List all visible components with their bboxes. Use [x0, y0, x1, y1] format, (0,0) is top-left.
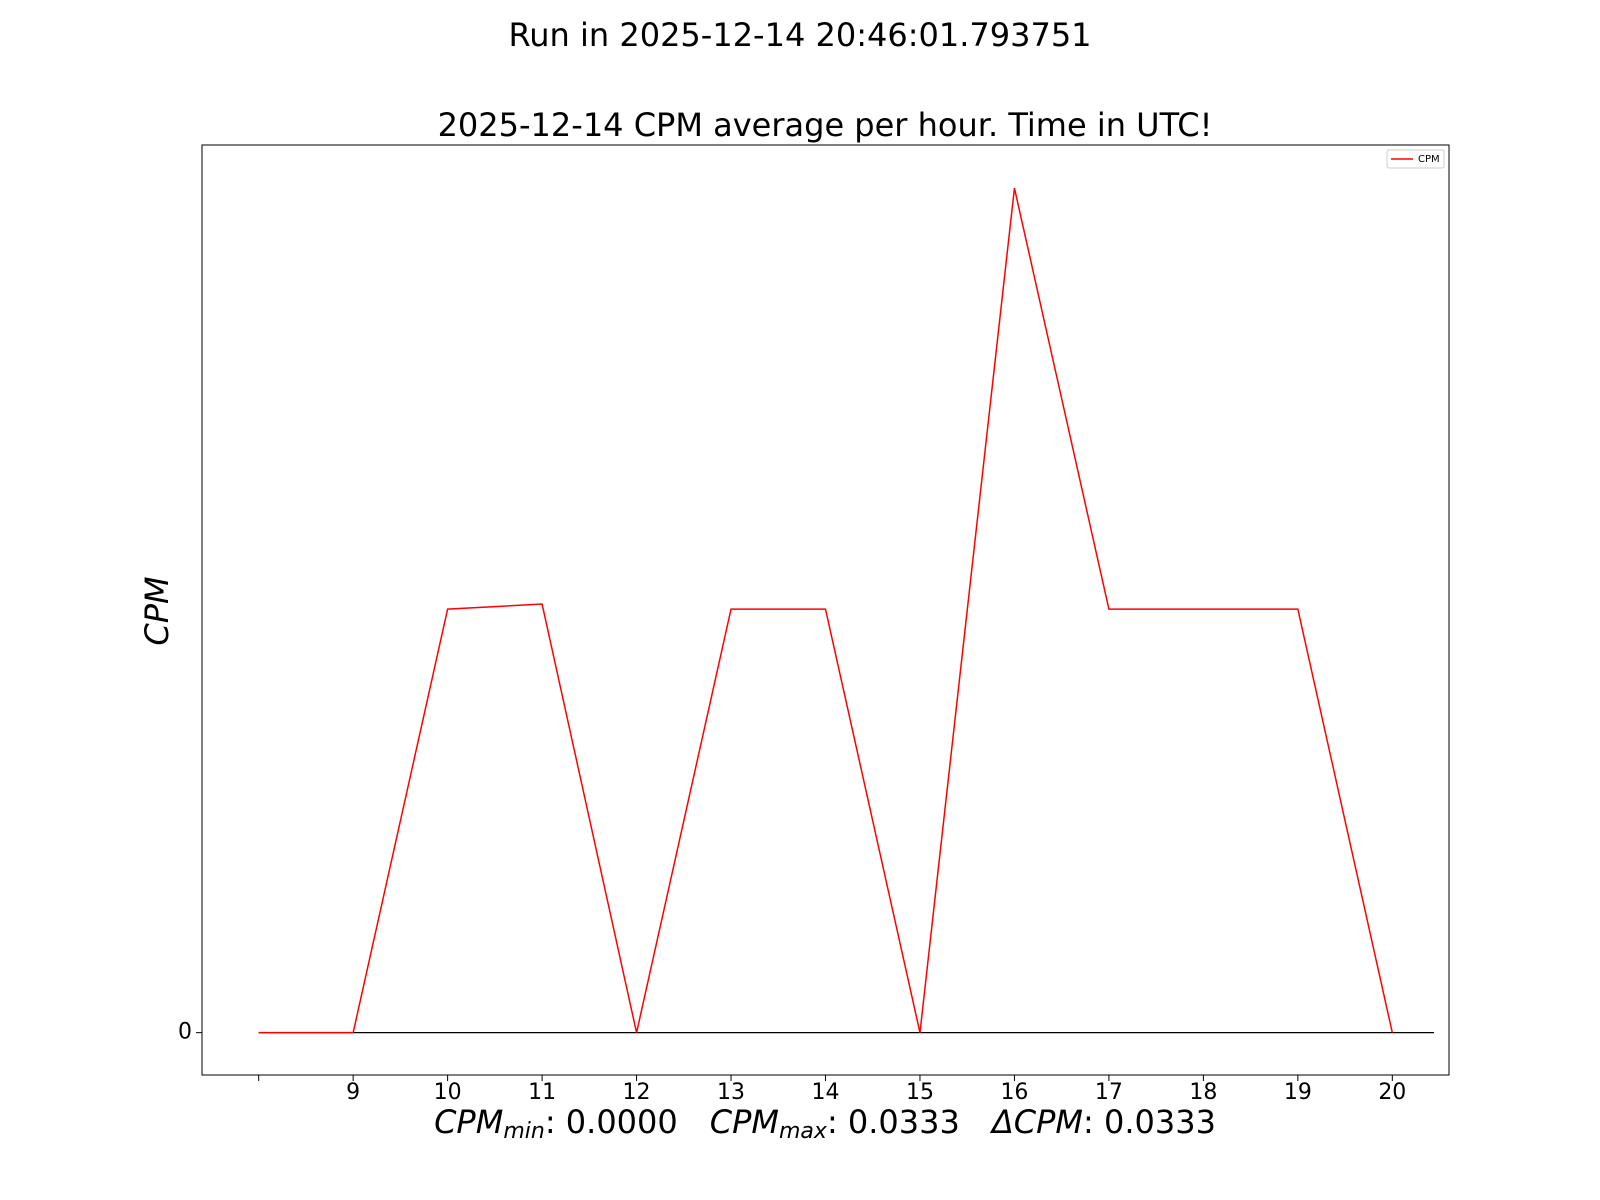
suptitle: Run in 2025-12-14 20:46:01.793751 — [508, 16, 1091, 54]
stat-name: ΔCPM — [989, 1103, 1083, 1141]
stat-subscript: max — [779, 1119, 828, 1144]
x-tick-label: 13 — [717, 1080, 745, 1105]
stat-subscript: min — [503, 1119, 545, 1144]
legend-label: CPM — [1418, 154, 1440, 165]
stat-name: CPM — [710, 1103, 779, 1141]
x-axis-label: CPMmin: 0.0000 CPMmax: 0.0333 ΔCPM: 0.0333 — [434, 1103, 1216, 1144]
y-axis-label: CPM — [138, 576, 176, 645]
legend-box — [1386, 149, 1445, 169]
x-tick-label: 11 — [528, 1080, 556, 1105]
stat-name: CPM — [434, 1103, 503, 1141]
x-tick-label: 12 — [623, 1080, 651, 1105]
chart-title: 2025-12-14 CPM average per hour. Time in… — [438, 106, 1213, 144]
x-tick-label: 9 — [346, 1080, 360, 1105]
stat-value: : 0.0333 — [1083, 1103, 1216, 1141]
x-tick-label: 14 — [812, 1080, 840, 1105]
data-line — [258, 187, 1394, 1034]
stat-value: : 0.0000 — [545, 1103, 678, 1141]
x-tick-label: 20 — [1378, 1080, 1406, 1105]
x-tick-label: 19 — [1284, 1080, 1312, 1105]
x-tick-label: 17 — [1095, 1080, 1123, 1105]
y-tick-label: 0 — [178, 1020, 192, 1045]
x-tick-label: 15 — [906, 1080, 934, 1105]
stat-value: : 0.0333 — [827, 1103, 960, 1141]
x-tick-label: 10 — [434, 1080, 462, 1105]
x-tick-label: 18 — [1189, 1080, 1217, 1105]
x-tick-label: 16 — [1000, 1080, 1028, 1105]
